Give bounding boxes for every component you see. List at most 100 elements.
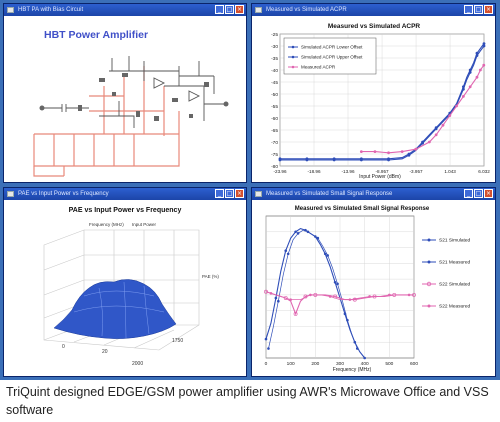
ssr-title-text: Measured vs Simulated Small Signal Respo…	[266, 191, 393, 197]
acpr-data-point	[400, 150, 404, 154]
acpr-data-point	[448, 114, 452, 117]
ssr-data-point	[363, 356, 366, 360]
maximize-button[interactable]: □	[225, 189, 234, 198]
minimize-button[interactable]: _	[215, 189, 224, 198]
schematic-canvas[interactable]: HBT Power Amplifier	[4, 16, 246, 182]
acpr-data-point	[427, 140, 431, 144]
pae-title-bar[interactable]: PAE vs Input Power vs Frequency _ □ ×	[4, 188, 246, 200]
ssr-data-point	[333, 280, 337, 284]
ssr-data-point	[336, 282, 339, 286]
acpr-data-point	[359, 150, 363, 154]
acpr-data-point	[482, 44, 486, 48]
ssr-data-point	[267, 347, 270, 350]
ssr-data-point	[316, 236, 320, 240]
ssr-window[interactable]: Measured vs Simulated Small Signal Respo…	[251, 187, 496, 377]
acpr-data-point	[455, 104, 458, 108]
ssr-data-point	[284, 249, 288, 253]
ssr-title-bar[interactable]: Measured vs Simulated Small Signal Respo…	[252, 188, 495, 200]
acpr-y-tick-label: -35	[271, 56, 278, 62]
ssr-data-point	[355, 347, 359, 350]
pae-surface-mesh	[73, 281, 165, 339]
close-button[interactable]: ×	[484, 189, 493, 198]
acpr-data-point	[482, 63, 486, 67]
ssr-legend-marker	[426, 281, 432, 287]
window-icon	[255, 7, 262, 13]
ssr-data-point	[326, 254, 329, 257]
acpr-chart-title: Measured vs Simulated ACPR	[328, 23, 421, 30]
schematic-title-bar[interactable]: HBT PA with Bias Circuit _ □ ×	[4, 4, 246, 16]
schematic-wires	[44, 56, 224, 128]
ssr-x-axis-label: Frequency (MHz)	[333, 367, 372, 373]
acpr-x-tick-label: -23.96	[273, 169, 286, 174]
acpr-y-tick-label: -55	[271, 104, 278, 110]
acpr-data-point	[434, 127, 438, 131]
acpr-chart[interactable]: Measured vs Simulated ACPR -25-30-35-40-…	[252, 16, 495, 182]
acpr-data-point	[278, 158, 282, 162]
acpr-data-point	[359, 158, 363, 162]
acpr-title-bar[interactable]: Measured vs Simulated ACPR _ □ ×	[252, 4, 495, 16]
ssr-data-point	[293, 311, 298, 316]
ssr-data-point	[348, 298, 352, 301]
pae-chart[interactable]: PAE vs Input Power vs Frequency Frequenc…	[4, 200, 246, 376]
ssr-data-point	[306, 230, 310, 234]
acpr-data-point	[482, 42, 486, 45]
ssr-data-point	[264, 289, 268, 294]
ssr-series-line	[270, 292, 410, 300]
acpr-legend-box	[283, 37, 377, 75]
acpr-data-point	[414, 147, 418, 151]
acpr-y-tick-label: -80	[271, 164, 278, 170]
pae-window[interactable]: PAE vs Input Power vs Frequency _ □ × PA…	[3, 187, 247, 377]
acpr-window[interactable]: Measured vs Simulated ACPR _ □ × Measure…	[251, 3, 496, 183]
ssr-data-point	[294, 230, 297, 234]
close-button[interactable]: ×	[484, 5, 493, 14]
acpr-title-text: Measured vs Simulated ACPR	[266, 7, 347, 13]
ssr-data-point	[264, 337, 268, 341]
acpr-data-point	[387, 158, 390, 162]
schematic-components	[39, 73, 229, 121]
acpr-x-tick-label: 6.032	[478, 169, 490, 174]
ssr-data-point	[309, 293, 312, 297]
maximize-button[interactable]: □	[474, 189, 483, 198]
ssr-x-tick-label: 400	[361, 361, 369, 367]
acpr-x-ticks: -23.96 -18.96 -13.96 -8.957 -3.957 1.043 6.032	[273, 169, 490, 174]
pae-tick-20: 20	[102, 349, 108, 355]
acpr-data-point	[407, 153, 411, 157]
ssr-data-point	[296, 232, 300, 235]
ssr-data-point	[407, 293, 411, 297]
minimize-button[interactable]: _	[464, 189, 473, 198]
maximize-button[interactable]: □	[474, 5, 483, 14]
close-button[interactable]: ×	[235, 189, 244, 198]
ssr-series-line	[265, 291, 414, 316]
schematic-window[interactable]: HBT PA with Bias Circuit _ □ × HBT Power…	[3, 3, 247, 183]
ssr-legend-label: S22 Measured	[439, 304, 471, 310]
ssr-grid	[265, 215, 415, 359]
ssr-data-point	[346, 318, 349, 322]
ssr-legend-marker	[427, 238, 431, 242]
acpr-legend: Simulated ACPR Lower Offset Simulated ACP…	[283, 37, 377, 75]
pae-tick-2000: 2000	[132, 361, 143, 367]
acpr-data-point	[373, 150, 377, 154]
pae-input-power-label: Input Power	[132, 222, 157, 227]
acpr-y-tick-label: -45	[271, 80, 278, 86]
acpr-data-point	[468, 71, 472, 74]
acpr-legend-marker	[291, 65, 295, 69]
pae-title-text: PAE vs Input Power vs Frequency	[18, 191, 109, 197]
acpr-series	[278, 42, 486, 162]
acpr-y-tick-label: -50	[271, 92, 278, 98]
acpr-y-tick-label: -65	[271, 128, 278, 134]
ssr-data-point	[283, 296, 288, 300]
acpr-x-axis-label: Input Power (dBm)	[359, 174, 401, 180]
acpr-data-point	[475, 75, 479, 79]
ssr-legend-marker	[427, 304, 431, 308]
close-button[interactable]: ×	[235, 5, 244, 14]
ssr-chart[interactable]: Measured vs Simulated Small Signal Respo…	[252, 200, 495, 376]
minimize-button[interactable]: _	[464, 5, 473, 14]
pae-surface	[53, 279, 177, 339]
maximize-button[interactable]: □	[225, 5, 234, 14]
acpr-y-tick-label: -70	[271, 140, 278, 146]
acpr-legend-marker	[291, 45, 295, 49]
acpr-y-tick-label: -60	[271, 116, 278, 122]
window-icon	[255, 191, 262, 197]
ssr-x-ticks: 0 100 200 300 400 500 600	[265, 361, 419, 367]
minimize-button[interactable]: _	[215, 5, 224, 14]
